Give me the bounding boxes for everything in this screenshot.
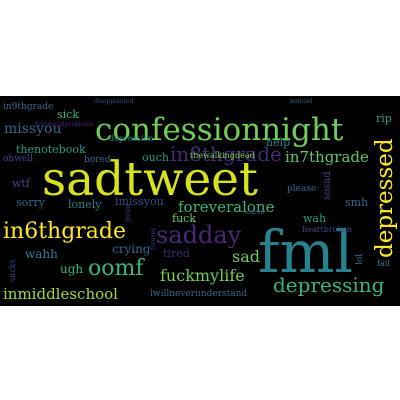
word-depressing: depressing [273,273,385,297]
word-help: help [266,136,290,149]
word-please: please [287,184,316,194]
word-imissyou: imissyou [115,195,164,208]
word-forever: forever [150,228,157,250]
word-foreveralone: foreveralone [178,198,275,216]
word-scared: scared [244,209,264,216]
cloud-background [0,96,400,306]
word-frown: frown [125,204,132,222]
word-iwillneverunderstand: iwillneverunderstand [150,289,247,299]
word-wahh: wahh [25,247,58,261]
word-sorry: sorry [16,196,46,209]
word-ugh: ugh [60,262,83,276]
word-depression: depression [109,134,153,143]
word-wtf: wtf [12,177,31,190]
word-wah: wah [303,212,326,225]
word-tired: tired [163,247,190,260]
word-notcool: notcool [290,98,312,105]
word-inmiddleschool: inmiddleschool [3,285,118,303]
word-in8thgrade: in8thgrade [170,142,282,166]
word-sadday: sadday [156,221,242,249]
word-fml: fml [258,218,353,286]
word-ohwell: ohwell [3,154,33,164]
word-disappointed: disappointed [94,98,133,105]
word-thenotebook: thenotebook [16,143,86,156]
word-ouch: ouch [142,151,169,164]
word-sosad: sosad [322,171,333,200]
word-in7thgrade: in7thgrade [285,148,369,166]
word-bored: bored [84,155,111,165]
word-lol: lol [355,254,365,265]
word-thewalkingdead: thewalkingdead [190,151,255,160]
word-depressed: depressed [372,138,398,258]
word-sick: sick [57,108,79,121]
word-in6thgrade: in6thgrade [3,219,126,244]
word-heartbroken: heartbroken [302,225,352,234]
word-sadtweet: sadtweet [42,152,258,207]
word-in9thgrade: in9thgrade [3,102,53,112]
word-sucks: sucks [8,259,17,282]
word-smh: smh [345,196,368,209]
word-missyou: missyou [4,121,61,137]
word-confessionnight: confessionnight [95,112,344,148]
word-oomf: oomf [88,256,145,281]
word-fail: fail [377,259,390,268]
word-fuckmylife: fuckmylife [160,266,245,285]
word-crying: crying [112,242,151,256]
word-lonely: lonely [68,198,102,211]
word-sad: sad [232,247,260,266]
word-rip: rip [376,112,392,125]
word-firstworldproblems: firstworldproblems [35,121,93,128]
word-fuck: fuck [172,212,196,225]
